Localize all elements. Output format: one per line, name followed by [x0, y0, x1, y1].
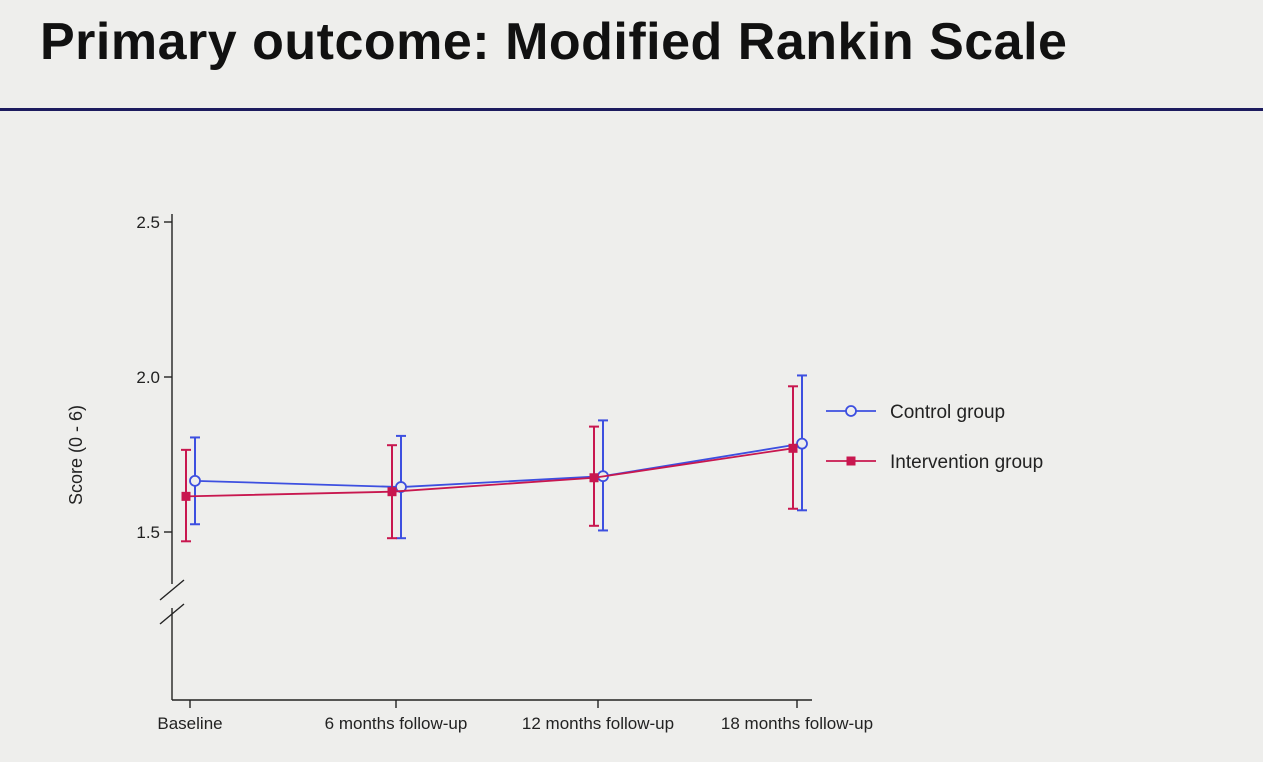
- series-line: [185, 447, 794, 498]
- x-tick-label: 18 months follow-up: [721, 714, 873, 733]
- data-point: [189, 474, 201, 487]
- chart-ticks: 1.5 2.0 2.5 Baseline 6 months follow-up 12 mo…: [136, 213, 873, 733]
- data-point: [387, 487, 397, 497]
- legend-label: Intervention group: [890, 452, 1043, 473]
- legend-item-control: Control group: [826, 402, 1005, 423]
- slide-title: Primary outcome: Modified Rankin Scale: [40, 13, 1068, 71]
- legend-marker: [846, 456, 856, 466]
- chart-legend: Control group Intervention group: [826, 402, 1043, 473]
- axis-break-mark: [159, 603, 185, 625]
- y-tick-label: 1.5: [136, 523, 160, 542]
- data-point: [589, 473, 599, 483]
- series-control: [189, 374, 808, 540]
- x-tick-label: 6 months follow-up: [325, 714, 468, 733]
- series-line: [194, 442, 803, 488]
- legend-marker: [845, 405, 857, 417]
- title-divider: [0, 108, 1263, 111]
- legend-label: Control group: [890, 402, 1005, 423]
- legend-item-intervention: Intervention group: [826, 452, 1043, 473]
- chart-axes: [159, 214, 812, 701]
- chart-series: [181, 374, 808, 543]
- data-point: [181, 491, 191, 501]
- data-point: [788, 443, 798, 453]
- y-tick-label: 2.5: [136, 213, 160, 232]
- y-axis-title: Score (0 - 6): [66, 405, 86, 505]
- x-tick-label: Baseline: [157, 714, 222, 733]
- data-point: [395, 481, 407, 493]
- data-point: [796, 437, 808, 450]
- series-intervention: [181, 385, 798, 543]
- x-tick-label: 12 months follow-up: [522, 714, 674, 733]
- y-tick-label: 2.0: [136, 368, 160, 387]
- axis-break-mark: [159, 579, 185, 601]
